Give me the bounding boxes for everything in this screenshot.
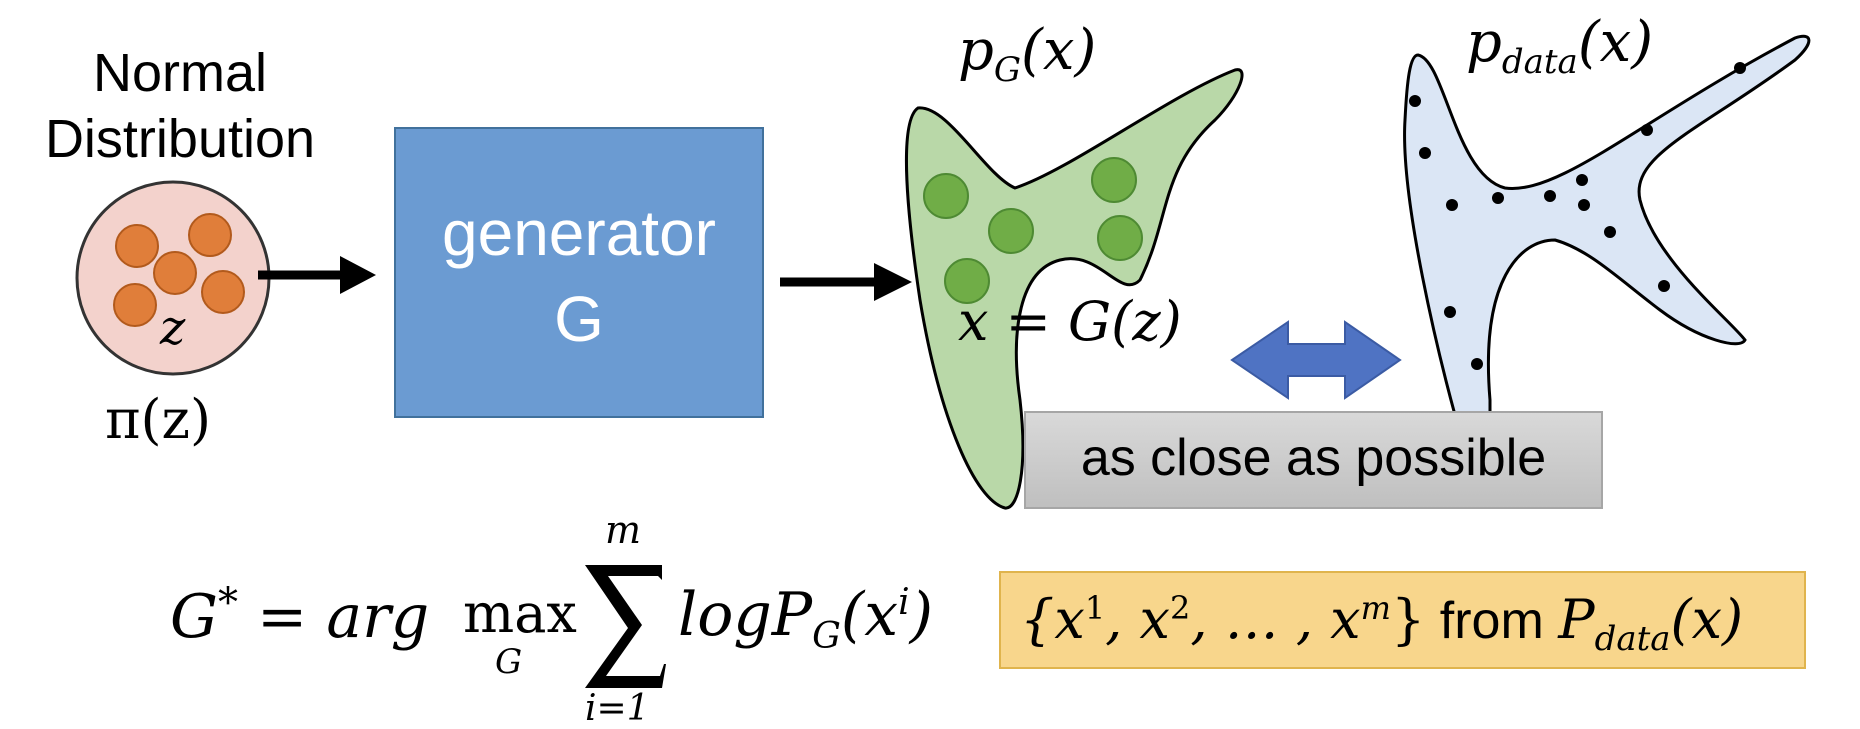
sample-open: {x (1020, 588, 1085, 651)
sample-ball (201, 270, 245, 314)
sample-ball (153, 251, 197, 295)
objective-max: max (463, 582, 577, 645)
sample-ball (113, 283, 157, 327)
pdata-arg: (x) (1577, 10, 1654, 75)
pg-label: pG(x) (958, 18, 1096, 90)
term-arg-open: (x (840, 580, 899, 650)
z-variable-label: z (160, 300, 186, 356)
generator-symbol: G (554, 283, 604, 355)
term-sub: G (812, 616, 841, 657)
pdata-samples (1409, 62, 1746, 370)
sample-comma-1: , x (1105, 588, 1170, 651)
sample-from: from (1425, 592, 1559, 650)
arrow-to-pg (780, 263, 912, 301)
generator-word: generator (442, 197, 716, 269)
term-arg-close: ) (909, 580, 934, 650)
pg-samples (923, 157, 1143, 304)
objective-lhs: G* = arg (170, 580, 429, 652)
close-box (1024, 411, 1603, 509)
sample-P: P (1558, 588, 1595, 651)
objective-term: logPG(xi) (678, 580, 933, 657)
arrow-to-generator (258, 256, 376, 294)
objective-eq: = arg (237, 582, 430, 652)
mapping-label: x = G(z) (958, 290, 1182, 353)
sum-lower-limit: i=1 (585, 688, 650, 729)
pi-z-label: π(z) (105, 388, 212, 451)
sample-sup-m: m (1360, 589, 1391, 627)
sample-sup-2: 2 (1169, 589, 1191, 627)
sample-close: } (1390, 588, 1426, 651)
pg-arg: (x) (1021, 18, 1097, 83)
term-sup: i (898, 582, 910, 623)
pdata-base: p (1466, 10, 1502, 75)
sample-sup-1: 1 (1084, 589, 1106, 627)
sum-upper-limit: m (605, 508, 642, 552)
sample-ball (188, 213, 232, 257)
pg-base: p (958, 18, 994, 83)
generator-box (394, 127, 764, 418)
normal-distribution-line2: Distribution (44, 109, 316, 169)
pdata-distribution-shape (1403, 34, 1811, 417)
pg-sub: G (993, 50, 1022, 91)
pg-distribution-shape (905, 68, 1244, 510)
normal-distribution-title: Normal Distribution (10, 40, 350, 172)
sample-P-sub: data (1594, 618, 1671, 659)
objective-g: G (170, 582, 218, 652)
pdata-label: pdata(x) (1466, 10, 1653, 82)
pdata-sub: data (1501, 42, 1578, 83)
sample-P-arg: (x) (1670, 588, 1744, 651)
summation-sign (585, 565, 666, 688)
objective-max-sub: G (495, 642, 523, 682)
term-log: logP (678, 580, 813, 650)
sample-box (999, 571, 1806, 669)
sample-ball (115, 224, 159, 268)
normal-distribution-circle (75, 180, 271, 376)
close-box-label: as close as possible (1080, 429, 1547, 487)
sample-box-content: {x1, x2, … , xm} from Pdata(x) (1020, 588, 1743, 659)
double-arrow (1230, 320, 1402, 400)
objective-star: * (217, 580, 238, 626)
sample-comma-2: , … , x (1190, 588, 1361, 651)
generator-label: generator G (395, 190, 763, 362)
normal-distribution-line1: Normal (92, 43, 268, 103)
